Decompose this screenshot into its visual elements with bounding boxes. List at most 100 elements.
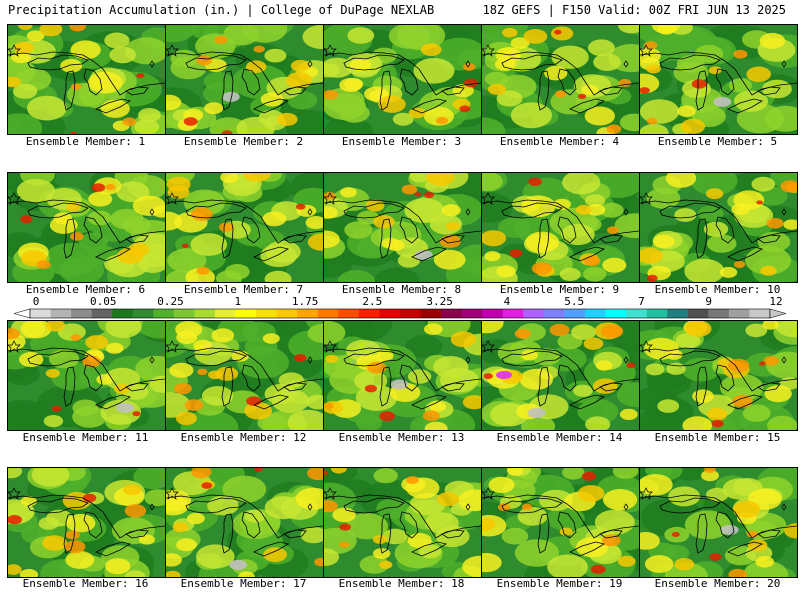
precip-blob: [595, 360, 613, 371]
precip-blob: [409, 173, 430, 183]
precip-blob: [414, 249, 433, 260]
precip-blob: [734, 90, 768, 112]
precip-blob: [756, 200, 763, 205]
ensemble-member-map-20: [639, 467, 798, 578]
great-lakes-outline: [379, 70, 392, 111]
precip-blob: [584, 106, 615, 126]
precip-blob: [376, 350, 394, 362]
precip-blob: [388, 25, 430, 49]
great-lakes-outline: [27, 202, 89, 219]
precip-blob: [169, 362, 194, 378]
precip-blob: [592, 378, 618, 394]
map-marker-icon: [623, 208, 629, 216]
precip-blob: [441, 204, 461, 217]
great-lakes-outline: [125, 382, 149, 392]
precip-blob: [246, 60, 267, 73]
precip-blob: [43, 415, 64, 428]
precip-blob: [652, 234, 675, 249]
precip-blob: [573, 384, 593, 397]
precip-blob: [38, 517, 59, 530]
precip-blob: [646, 187, 681, 209]
great-lakes-outline: [695, 513, 708, 554]
precip-blob: [575, 204, 592, 215]
precip-blob: [727, 358, 750, 373]
great-lakes-outline: [185, 350, 247, 367]
precip-blob: [445, 221, 460, 231]
precip-blob: [305, 216, 323, 229]
precip-blob: [521, 503, 533, 511]
precip-blob: [324, 230, 340, 249]
precip-blob: [87, 71, 123, 94]
precip-blob: [413, 58, 455, 84]
precip-blob: [113, 383, 130, 394]
precip-blob: [332, 507, 356, 523]
great-lakes-outline: [569, 246, 606, 262]
star-marker-icon: [324, 44, 337, 57]
precip-blob: [745, 323, 768, 338]
colorbar-segment: [749, 309, 771, 318]
precip-blob: [134, 321, 165, 339]
precip-blob: [713, 96, 732, 107]
great-lakes-outline: [379, 366, 392, 407]
precip-blob: [264, 48, 287, 63]
precip-blob: [675, 333, 701, 349]
great-lakes-outline: [411, 246, 448, 262]
great-lakes-outline: [83, 68, 103, 96]
star-marker-icon: [166, 192, 179, 205]
great-lakes-outline: [557, 511, 577, 539]
precip-blob: [31, 468, 70, 487]
ensemble-member-caption-18: Ensemble Member: 18: [338, 577, 465, 590]
precip-blob: [219, 222, 234, 232]
precip-blob: [238, 571, 255, 577]
ensemble-member-caption-1: Ensemble Member: 1: [25, 135, 146, 148]
precip-blob: [601, 324, 624, 339]
precip-blob: [420, 43, 442, 57]
precip-blob: [295, 203, 306, 210]
great-lakes-outline: [125, 234, 149, 244]
precip-blob: [720, 524, 739, 535]
great-lakes-outline: [715, 364, 735, 392]
colorbar-segment: [297, 309, 319, 318]
precip-blob: [242, 25, 288, 43]
great-lakes-outline: [241, 364, 261, 392]
precip-blob: [774, 321, 797, 338]
precip-blob: [264, 270, 292, 282]
precip-blob: [295, 487, 323, 510]
great-lakes-outline: [537, 70, 550, 111]
precip-blob: [69, 25, 86, 32]
precip-blob: [404, 198, 445, 223]
great-lakes-outline: [659, 497, 721, 514]
state-border-line: [324, 494, 481, 539]
precip-blob: [144, 489, 165, 507]
precip-blob: [668, 486, 701, 507]
map-marker-icon: [781, 356, 787, 364]
great-lakes-outline: [757, 234, 781, 244]
precip-blob: [324, 527, 357, 555]
precip-blob: [176, 538, 197, 552]
great-lakes-outline: [599, 234, 623, 244]
precip-blob: [528, 177, 542, 186]
precip-blob: [603, 489, 638, 511]
great-lakes-outline: [283, 529, 307, 539]
precip-blob: [166, 570, 181, 577]
precip-blob: [166, 94, 182, 111]
ensemble-member-map-6: [7, 172, 166, 283]
great-lakes-outline: [557, 216, 577, 244]
precip-blob: [646, 64, 661, 74]
map-marker-icon: [149, 60, 155, 68]
precip-blob: [201, 482, 213, 489]
great-lakes-outline: [221, 513, 234, 554]
precip-blob: [436, 116, 448, 125]
great-lakes-outline: [241, 511, 261, 539]
precip-blob: [18, 25, 33, 30]
precip-blob: [262, 333, 280, 344]
precip-blob: [487, 83, 506, 95]
precip-blob: [502, 27, 518, 38]
precip-blob: [680, 118, 706, 134]
map-marker-icon: [149, 356, 155, 364]
precip-blob: [166, 489, 192, 512]
great-lakes-outline: [125, 86, 149, 96]
precip-blob: [426, 173, 455, 186]
precip-blob: [88, 191, 113, 207]
precip-blob: [555, 90, 567, 98]
